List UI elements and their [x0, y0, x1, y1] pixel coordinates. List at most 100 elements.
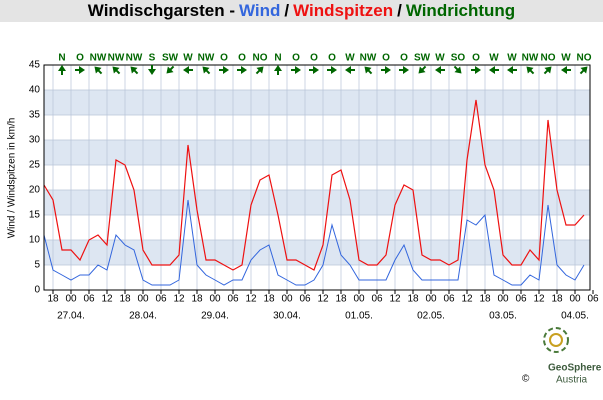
- direction-label: NW: [126, 53, 143, 64]
- direction-arrow: [399, 66, 409, 74]
- direction-arrow: [418, 65, 427, 74]
- x-tick-label: 12: [461, 294, 473, 305]
- arrow-shape: [381, 66, 391, 74]
- arrow-shape: [183, 66, 193, 74]
- direction-arrow: [435, 66, 445, 74]
- arrow-shape: [58, 65, 66, 75]
- direction-arrow: [237, 66, 247, 74]
- arrow-shape: [526, 66, 535, 75]
- x-tick-label: 06: [227, 294, 239, 305]
- x-tick-label: 06: [443, 294, 455, 305]
- direction-label: W: [507, 53, 517, 64]
- direction-label: O: [220, 53, 228, 64]
- direction-label: NW: [90, 53, 107, 64]
- title-separator: /: [284, 1, 290, 20]
- y-tick-label: 30: [29, 135, 41, 146]
- direction-label: W: [435, 53, 445, 64]
- arrow-shape: [148, 65, 156, 75]
- x-tick-label: 06: [587, 294, 599, 305]
- direction-arrow: [274, 65, 282, 75]
- arrow-shape: [202, 66, 211, 75]
- arrow-shape: [219, 66, 229, 74]
- direction-arrow: [561, 66, 571, 74]
- direction-label: NO: [577, 53, 592, 64]
- arrow-shape: [94, 66, 103, 75]
- direction-arrow: [364, 66, 373, 75]
- x-tick-label: 00: [137, 294, 149, 305]
- y-axis-label: Wind / Windspitzen in km/h: [7, 118, 18, 239]
- y-tick-label: 35: [29, 110, 41, 121]
- y-tick-label: 40: [29, 85, 41, 96]
- direction-arrow: [112, 66, 121, 75]
- x-tick-label: 06: [155, 294, 167, 305]
- title-text: Windischgarsten -: [87, 1, 235, 20]
- direction-label: N: [58, 53, 65, 64]
- logo: [543, 327, 569, 353]
- arrow-shape: [309, 66, 319, 74]
- title-gusts: Windspitzen: [293, 1, 394, 20]
- arrow-shape: [112, 66, 121, 75]
- arrow-shape: [130, 66, 139, 75]
- x-tick-label: 18: [119, 294, 131, 305]
- arrow-shape: [364, 66, 373, 75]
- direction-label: W: [183, 53, 193, 64]
- arrow-shape: [399, 66, 409, 74]
- direction-arrow: [471, 66, 481, 74]
- x-tick-label: 06: [371, 294, 383, 305]
- arrow-shape: [489, 66, 499, 74]
- x-tick-label: 00: [569, 294, 581, 305]
- x-tick-label: 18: [263, 294, 275, 305]
- day-label: 03.05.: [489, 311, 517, 322]
- direction-arrow: [130, 66, 139, 75]
- x-tick-label: 00: [281, 294, 293, 305]
- grid-band: [44, 190, 590, 215]
- direction-arrow: [58, 65, 66, 75]
- direction-label: O: [76, 53, 84, 64]
- direction-label: SO: [451, 53, 466, 64]
- y-tick-label: 15: [29, 210, 41, 221]
- direction-label: SW: [414, 53, 431, 64]
- plot-frame: [43, 64, 591, 291]
- direction-label: SW: [162, 53, 179, 64]
- day-label: 02.05.: [417, 311, 445, 322]
- arrow-shape: [435, 66, 445, 74]
- direction-label: NW: [198, 53, 215, 64]
- x-tick-label: 00: [65, 294, 77, 305]
- day-label: 29.04.: [201, 311, 229, 322]
- arrow-shape: [255, 66, 264, 75]
- direction-label: W: [561, 53, 571, 64]
- direction-label: NW: [360, 53, 377, 64]
- arrow-shape: [237, 66, 247, 74]
- direction-arrow: [183, 66, 193, 74]
- direction-arrow: [94, 66, 103, 75]
- direction-arrow: [148, 65, 156, 75]
- direction-arrow: [75, 66, 85, 74]
- x-tick-label: 06: [83, 294, 95, 305]
- country: Austria: [556, 375, 588, 386]
- x-tick-label: 12: [533, 294, 545, 305]
- direction-label: O: [328, 53, 336, 64]
- direction-label: O: [382, 53, 390, 64]
- x-tick-label: 06: [299, 294, 311, 305]
- x-tick-label: 12: [245, 294, 257, 305]
- direction-label: NO: [541, 53, 556, 64]
- arrow-shape: [561, 66, 571, 74]
- direction-label: W: [489, 53, 499, 64]
- arrow-shape: [327, 66, 337, 74]
- title: Windischgarsten - Wind / Windspitzen / Windri…: [0, 0, 603, 22]
- x-tick-label: 12: [101, 294, 113, 305]
- x-tick-label: 12: [389, 294, 401, 305]
- direction-label: N: [274, 53, 281, 64]
- arrow-shape: [418, 65, 427, 74]
- arrow-shape: [291, 66, 301, 74]
- x-tick-label: 00: [425, 294, 437, 305]
- grid-band: [44, 140, 590, 165]
- copyright: ©: [522, 374, 530, 385]
- direction-label: W: [345, 53, 355, 64]
- y-tick-label: 45: [29, 60, 41, 71]
- day-label: 27.04.: [57, 311, 85, 322]
- direction-arrow: [255, 66, 264, 75]
- x-tick-label: 18: [47, 294, 59, 305]
